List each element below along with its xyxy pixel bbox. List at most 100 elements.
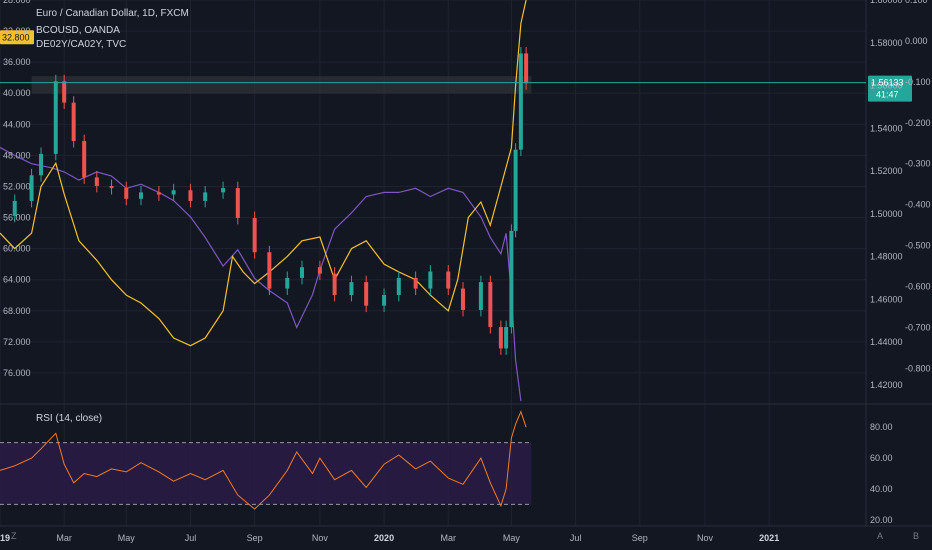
x-tick-label: 2020 xyxy=(374,533,394,543)
candle-body xyxy=(504,327,508,348)
brent-axis-tick-label: 64.000 xyxy=(3,275,31,285)
candle-body xyxy=(188,190,192,201)
spread-axis-tick-label: -0.500 xyxy=(905,241,931,251)
brent-marker-label: 32.800 xyxy=(2,32,30,42)
spread-axis-tick-label: 0.000 xyxy=(905,36,928,46)
brent-axis-tick-label: 76.000 xyxy=(3,368,31,378)
x-tick-label: Nov xyxy=(697,533,714,543)
price-axis-tick-label: 1.46000 xyxy=(870,294,903,304)
candle-body xyxy=(39,154,43,175)
candle-body xyxy=(479,282,483,310)
brent-axis-tick-label: 52.000 xyxy=(3,181,31,191)
x-tick-label: 2021 xyxy=(759,533,779,543)
candle-body xyxy=(519,53,523,149)
brent-axis-tick-label: 72.000 xyxy=(3,337,31,347)
candle-body xyxy=(428,271,432,288)
candle-body xyxy=(157,192,161,194)
brent-axis-tick-label: 68.000 xyxy=(3,306,31,316)
spread-axis-tick-label: -0.700 xyxy=(905,322,931,332)
candle-body xyxy=(488,282,492,327)
spread-axis-tick-label: -0.400 xyxy=(905,200,931,210)
brent-axis-tick-label: 28.000 xyxy=(3,0,31,5)
price-axis-tick-label: 1.48000 xyxy=(870,252,903,262)
countdown-label: 41:47 xyxy=(876,90,899,100)
candle-body xyxy=(333,274,337,295)
candle-body xyxy=(446,271,450,288)
log-scale-button[interactable]: B xyxy=(913,531,919,541)
candle-body xyxy=(139,192,143,198)
x-tick-label: Jul xyxy=(185,533,197,543)
x-tick-label: Nov xyxy=(312,533,329,543)
candle-body xyxy=(318,267,322,273)
candle-body xyxy=(285,278,289,289)
brent-axis-tick-label: 48.000 xyxy=(3,150,31,160)
rsi-band-rect xyxy=(0,443,531,505)
candle-body xyxy=(124,188,128,199)
candle-body xyxy=(499,327,503,348)
price-axis-tick-label: 1.60000 xyxy=(870,0,903,5)
price-axis-tick-label: 1.42000 xyxy=(870,380,903,390)
candle-body xyxy=(72,103,76,141)
candle-body xyxy=(300,267,304,278)
candle-body xyxy=(349,282,353,295)
candle-body xyxy=(82,141,86,177)
x-tick-label: May xyxy=(118,533,136,543)
timezone-button[interactable]: Z xyxy=(11,531,17,541)
spread-axis-tick-label: -0.300 xyxy=(905,159,931,169)
price-axis-tick-label: 1.44000 xyxy=(870,337,903,347)
candle-body xyxy=(221,188,225,192)
spread-axis-tick-label: -0.100 xyxy=(905,77,931,87)
brent-axis-tick-label: 60.000 xyxy=(3,244,31,254)
resistance-zone xyxy=(32,76,532,93)
candle-body xyxy=(236,188,240,218)
brent-axis-tick-label: 36.000 xyxy=(3,57,31,67)
price-axis-tick-label: 1.50000 xyxy=(870,209,903,219)
spread-axis-tick-label: 0.100 xyxy=(905,0,928,5)
x-tick-label: Sep xyxy=(632,533,648,543)
candle-body xyxy=(95,177,99,186)
candle-body xyxy=(524,53,528,83)
legend-brent[interactable]: BCOUSD, OANDA xyxy=(36,25,120,36)
rsi-axis-tick-label: 20.00 xyxy=(870,515,893,525)
candle-body xyxy=(397,278,401,295)
candle-body xyxy=(253,218,257,252)
candle-body xyxy=(267,252,271,288)
resistance-zone-rect xyxy=(32,76,532,93)
x-tick-label: Jul xyxy=(570,533,582,543)
last-price-label: 1.56133 xyxy=(871,78,904,88)
rsi-axis-tick-label: 80.00 xyxy=(870,422,893,432)
price-axis-tick-label: 1.54000 xyxy=(870,123,903,133)
candle-body xyxy=(172,190,176,194)
candle-body xyxy=(110,186,114,188)
candle-body xyxy=(364,282,368,306)
x-tick-label: 2019 xyxy=(0,533,10,543)
candle-body xyxy=(62,81,66,102)
auto-scale-button[interactable]: A xyxy=(877,531,883,541)
candle-body xyxy=(461,289,465,310)
price-axis-tick-label: 1.52000 xyxy=(870,166,903,176)
price-axis-tick-label: 1.58000 xyxy=(870,38,903,48)
spread-axis-tick-label: -0.200 xyxy=(905,118,931,128)
x-tick-label: Mar xyxy=(441,533,457,543)
x-tick-label: Sep xyxy=(247,533,263,543)
legend-rsi[interactable]: RSI (14, close) xyxy=(36,413,102,424)
brent-axis-tick-label: 40.000 xyxy=(3,88,31,98)
legend-yield-spread[interactable]: DE02Y/CA02Y, TVC xyxy=(36,39,126,50)
x-tick-label: May xyxy=(503,533,521,543)
rsi-band xyxy=(0,443,531,505)
candle-body xyxy=(509,231,513,327)
candle-body xyxy=(54,81,58,154)
brent-axis-tick-label: 44.000 xyxy=(3,119,31,129)
candle-body xyxy=(382,295,386,306)
rsi-axis-tick-label: 40.00 xyxy=(870,484,893,494)
legend-main[interactable]: Euro / Canadian Dollar, 1D, FXCM xyxy=(36,8,189,19)
candle-body xyxy=(414,278,418,289)
rsi-axis-tick-label: 60.00 xyxy=(870,453,893,463)
candle-body xyxy=(203,192,207,201)
brent-axis-tick-label: 56.000 xyxy=(3,213,31,223)
x-tick-label: Mar xyxy=(56,533,72,543)
spread-axis-tick-label: -0.600 xyxy=(905,282,931,292)
candle-body xyxy=(514,150,518,231)
spread-axis-tick-label: -0.800 xyxy=(905,363,931,373)
